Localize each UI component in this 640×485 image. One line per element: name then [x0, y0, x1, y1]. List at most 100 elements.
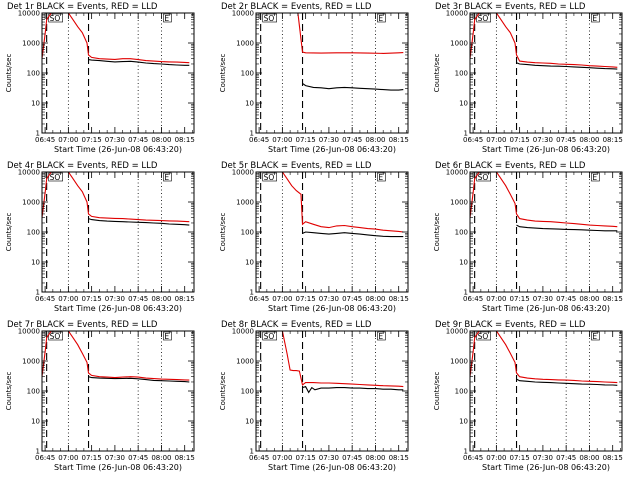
x-tick-label: 08:15	[389, 136, 409, 144]
plot-frame	[255, 330, 409, 452]
x-tick-label: 07:15	[296, 136, 316, 144]
y-tick-label: 100	[241, 388, 254, 396]
x-tick-label: 08:15	[603, 454, 623, 462]
y-tick-label: 1	[250, 289, 254, 297]
annotation-label: E	[378, 332, 383, 341]
x-tick-label: 08:00	[365, 295, 385, 303]
y-axis-label: Counts/sec	[219, 213, 227, 252]
annotation-label: SO	[478, 173, 489, 182]
y-tick-label: 1000	[236, 40, 254, 48]
y-tick-label: 1	[464, 289, 468, 297]
y-axis-label: Counts/sec	[433, 54, 441, 93]
series-lld	[42, 331, 190, 381]
x-tick-label: 07:45	[342, 295, 362, 303]
x-tick-label: 07:30	[105, 136, 125, 144]
y-tick-label: 1	[250, 448, 254, 456]
x-tick-label: 08:15	[603, 295, 623, 303]
series-events	[88, 59, 190, 66]
plot-frame	[469, 171, 623, 293]
x-tick-label: 06:45	[35, 295, 55, 303]
y-tick-label: 10	[31, 418, 40, 426]
y-tick-label: 10	[245, 259, 254, 267]
x-tick-label: 07:30	[533, 454, 553, 462]
annotation-label: E	[164, 173, 169, 182]
x-tick-label: 07:00	[58, 295, 78, 303]
series-events	[516, 224, 618, 232]
plot-frame	[255, 171, 409, 293]
x-tick-label: 06:45	[463, 295, 483, 303]
x-tick-label: 07:00	[58, 454, 78, 462]
series-events	[88, 218, 190, 226]
x-axis-label: Start Time (26-Jun-08 06:43:20)	[268, 304, 396, 313]
x-tick-label: 07:30	[105, 454, 125, 462]
y-axis-label: Counts/sec	[5, 213, 13, 252]
series-lld	[256, 13, 404, 54]
x-axis-label: Start Time (26-Jun-08 06:43:20)	[54, 304, 182, 313]
y-tick-label: 1	[36, 448, 40, 456]
y-tick-label: 10000	[446, 169, 468, 177]
series-lld	[42, 172, 190, 223]
x-tick-label: 06:45	[463, 136, 483, 144]
annotation-label: SO	[50, 14, 61, 23]
annotation-label: E	[378, 173, 383, 182]
y-tick-label: 1000	[236, 199, 254, 207]
y-tick-label: 10000	[232, 169, 254, 177]
annotation-box	[48, 331, 63, 341]
annotation-box	[476, 172, 491, 182]
chart-panel-8: Det 8r BLACK = Events, RED = LLD Start Ti…	[219, 320, 409, 472]
annotation-box	[262, 172, 277, 182]
chart-title: Det 2r BLACK = Events, RED = LLD	[221, 2, 372, 12]
y-tick-label: 1	[464, 130, 468, 138]
plot-frame	[41, 330, 195, 452]
annotation-label: SO	[264, 14, 275, 23]
x-tick-label: 06:45	[249, 295, 269, 303]
x-tick-label: 06:45	[249, 136, 269, 144]
x-tick-label: 07:15	[510, 136, 530, 144]
annotation-box	[262, 331, 277, 341]
annotation-box	[591, 172, 600, 182]
x-tick-label: 07:00	[272, 295, 292, 303]
series-events	[88, 376, 190, 383]
chart-title: Det 1r BLACK = Events, RED = LLD	[7, 2, 158, 12]
x-tick-label: 08:00	[365, 454, 385, 462]
x-tick-label: 07:45	[128, 295, 148, 303]
x-tick-label: 07:00	[486, 295, 506, 303]
chart-panel-5: Det 5r BLACK = Events, RED = LLD Start Ti…	[219, 161, 409, 313]
annotation-box	[262, 13, 277, 23]
x-tick-label: 08:00	[151, 136, 171, 144]
x-tick-label: 08:00	[151, 295, 171, 303]
series-events	[302, 231, 404, 238]
chart-panel-3: Det 3r BLACK = Events, RED = LLD Start Ti…	[433, 2, 623, 154]
x-tick-label: 07:45	[556, 136, 576, 144]
y-tick-label: 10	[459, 259, 468, 267]
chart-title: Det 4r BLACK = Events, RED = LLD	[7, 161, 158, 171]
x-tick-label: 07:30	[533, 136, 553, 144]
annotation-label: SO	[50, 173, 61, 182]
y-axis-label: Counts/sec	[433, 213, 441, 252]
y-tick-label: 10000	[232, 328, 254, 336]
y-tick-label: 100	[27, 388, 40, 396]
x-tick-label: 08:00	[579, 295, 599, 303]
series-events	[302, 385, 404, 394]
x-tick-label: 07:30	[319, 454, 339, 462]
x-tick-label: 08:00	[579, 136, 599, 144]
x-tick-label: 06:45	[249, 454, 269, 462]
annotation-box	[48, 13, 63, 23]
annotation-box	[377, 172, 386, 182]
plot-frame	[41, 12, 195, 134]
plot-frame	[41, 171, 195, 293]
chart-title: Det 6r BLACK = Events, RED = LLD	[435, 161, 586, 171]
y-tick-label: 1000	[22, 358, 40, 366]
annotation-box	[163, 13, 172, 23]
y-axis-label: Counts/sec	[219, 372, 227, 411]
x-tick-label: 07:30	[319, 295, 339, 303]
x-tick-label: 07:45	[556, 454, 576, 462]
x-tick-label: 07:30	[533, 295, 553, 303]
x-tick-label: 07:15	[510, 295, 530, 303]
chart-title: Det 3r BLACK = Events, RED = LLD	[435, 2, 586, 12]
x-tick-label: 07:15	[82, 454, 102, 462]
series-events	[516, 378, 618, 386]
y-tick-label: 10	[245, 100, 254, 108]
chart-panel-6: Det 6r BLACK = Events, RED = LLD Start Ti…	[433, 161, 623, 313]
